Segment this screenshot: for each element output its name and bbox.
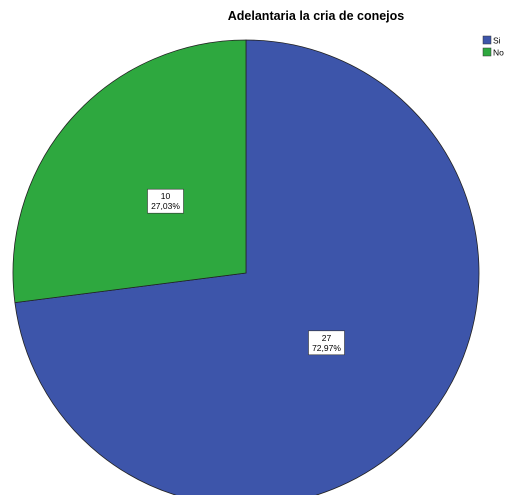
legend-swatch [482,35,492,45]
legend-swatch [482,47,492,57]
legend-label: No [493,48,504,58]
slice-label-box [308,330,345,356]
slice-percent-label: 27,03% [151,201,180,211]
pie-slice-no [12,39,247,304]
legend: Si No [482,35,504,58]
slice-count-label: 10 [161,191,171,201]
legend-item-si: Si [482,35,501,46]
chart-title: Adelantaria la cria de conejos [228,9,405,23]
slice-count-label: 27 [322,333,332,343]
slices-layer [12,39,480,495]
slice-percent-label: 72,97% [312,343,341,353]
legend-item-no: No [482,47,504,58]
slice-label-box [147,188,184,214]
pie-slice-si [14,39,480,495]
legend-label: Si [493,36,501,46]
